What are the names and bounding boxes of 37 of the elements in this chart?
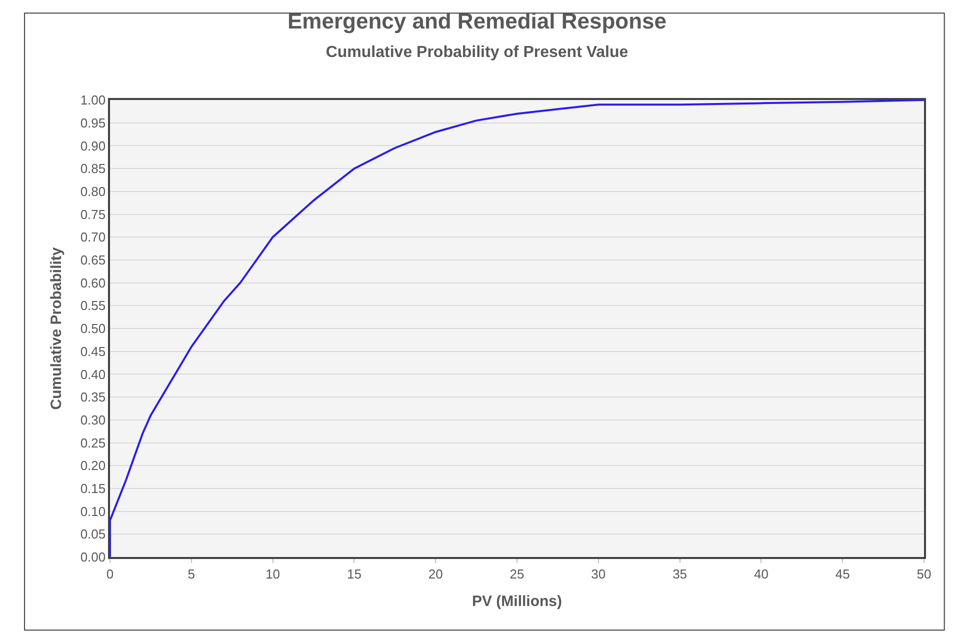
y-tick-label: 0.55 <box>80 298 106 314</box>
y-tick-label: 0.65 <box>80 252 106 268</box>
y-tick-label: 0.50 <box>80 321 106 336</box>
x-tick-label: 40 <box>754 566 768 582</box>
x-tick-label: 30 <box>591 566 606 582</box>
y-tick-label: 0.05 <box>80 526 106 542</box>
chart-title: Emergency and Remedial Response <box>287 8 667 34</box>
y-tick-label: 0.60 <box>80 275 106 290</box>
y-tick-label: 0.85 <box>80 161 106 176</box>
x-tick-label: 20 <box>428 566 443 582</box>
y-tick-label: 0.75 <box>80 206 106 222</box>
y-tick-label: 0.15 <box>80 481 106 496</box>
x-tick-label: 10 <box>266 566 280 582</box>
y-tick-label: 0.40 <box>80 366 106 382</box>
y-tick-label: 0.45 <box>80 344 106 359</box>
y-tick-label: 0.35 <box>80 390 106 405</box>
y-tick-label: 0.00 <box>80 550 106 565</box>
y-tick-label: 0.20 <box>80 458 106 474</box>
x-tick-label: 0 <box>106 566 114 582</box>
y-tick-label: 0.80 <box>80 184 106 199</box>
x-tick-label: 25 <box>510 566 524 582</box>
line-series <box>110 100 924 557</box>
x-tick-label: 5 <box>188 566 196 582</box>
x-tick-label: 15 <box>346 566 362 582</box>
x-tick-label: 45 <box>835 566 850 582</box>
x-tick-label: 50 <box>916 566 932 582</box>
y-tick-label: 0.90 <box>80 138 106 154</box>
y-tick-label: 0.70 <box>80 230 106 245</box>
y-tick-label: 0.25 <box>80 435 106 450</box>
y-tick-label: 0.95 <box>80 115 106 130</box>
y-tick-label: 0.30 <box>80 412 106 428</box>
y-tick-label: 0.10 <box>80 504 106 519</box>
x-tick-label: 35 <box>672 566 688 582</box>
y-axis-title: Cumulative Probability <box>48 246 66 410</box>
y-tick-label: 1.00 <box>80 92 106 108</box>
x-axis-title: PV (Millions) <box>472 592 562 610</box>
chart-subtitle: Cumulative Probability of Present Value <box>326 44 628 62</box>
